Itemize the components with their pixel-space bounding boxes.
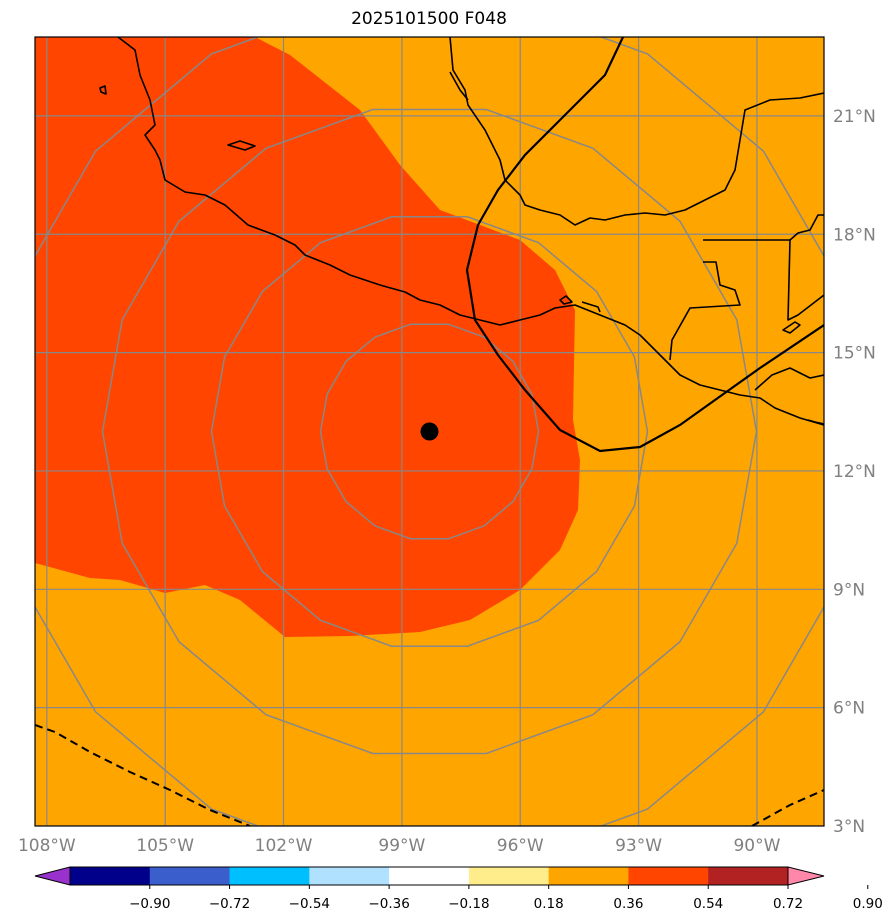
lat-tick-label: 9°N	[833, 580, 865, 600]
lat-tick-label: 18°N	[833, 225, 876, 245]
colorbar-segment	[708, 867, 789, 885]
lon-tick-label: 90°W	[733, 836, 780, 856]
lat-tick-label: 21°N	[833, 107, 876, 127]
lat-tick-label: 3°N	[833, 817, 865, 837]
colorbar-segment	[548, 867, 629, 885]
map-title: 2025101500 F048	[351, 9, 507, 29]
lat-tick-label: 12°N	[833, 462, 876, 482]
colorbar-segment	[628, 867, 709, 885]
range-ring-1	[319, 323, 540, 540]
lat-tick-label: 6°N	[833, 699, 865, 719]
map-frame	[34, 36, 825, 827]
range-ring-3	[101, 108, 758, 755]
lat-tick-label: 15°N	[833, 344, 876, 364]
colorbar-tick-label: −0.18	[448, 896, 489, 912]
colorbar-tick-label: −0.90	[129, 896, 170, 912]
lon-tick-label: 99°W	[378, 836, 425, 856]
field-fill-inner	[35, 37, 580, 637]
colorbar-extend-high	[787, 866, 825, 886]
colorbar-tick-label: −0.54	[289, 896, 330, 912]
longitude-tick-labels: 108°W 105°W 102°W 99°W 96°W 93°W 90°W	[18, 836, 781, 856]
range-rings	[35, 37, 824, 826]
dashed-line-southwest	[35, 724, 251, 826]
lon-tick-label: 102°W	[255, 836, 313, 856]
colorbar-segment	[309, 867, 390, 885]
colorbar-segment	[229, 867, 310, 885]
colorbar-tick-label: 0.36	[613, 896, 643, 912]
coastlines	[99, 37, 824, 426]
colorbar-tick-label: 0.90	[853, 896, 883, 912]
track-line	[465, 37, 824, 453]
colorbar-tick-label: −0.72	[209, 896, 250, 912]
colorbar-tick-label: 0.54	[693, 896, 723, 912]
map-area	[35, 37, 824, 826]
lon-tick-label: 96°W	[497, 836, 544, 856]
latitude-tick-labels: 3°N 6°N 9°N 12°N 15°N 18°N 21°N	[833, 107, 876, 837]
range-ring-2	[210, 216, 649, 647]
colorbar-tick-label: 0.18	[534, 896, 564, 912]
colorbar-tick-label: 0.72	[773, 896, 803, 912]
colorbar-extend-low	[34, 866, 71, 886]
colorbar-segment	[149, 867, 231, 885]
dashed-line-southeast	[751, 789, 824, 826]
colorbar-segment	[70, 867, 151, 885]
colorbar-frame	[69, 866, 789, 886]
lon-tick-label: 93°W	[615, 836, 662, 856]
range-ring-4	[35, 37, 824, 826]
lon-tick-label: 105°W	[136, 836, 194, 856]
colorbar-tick-label: −0.36	[368, 896, 409, 912]
colorbar: −0.90 −0.72 −0.54 −0.36 −0.18 0.18 0.36 0.54 0.7…	[34, 866, 883, 912]
colorbar-segment	[468, 867, 550, 885]
colorbar-segment	[389, 867, 470, 885]
lon-tick-label: 108°W	[18, 836, 76, 856]
center-marker	[420, 422, 439, 441]
